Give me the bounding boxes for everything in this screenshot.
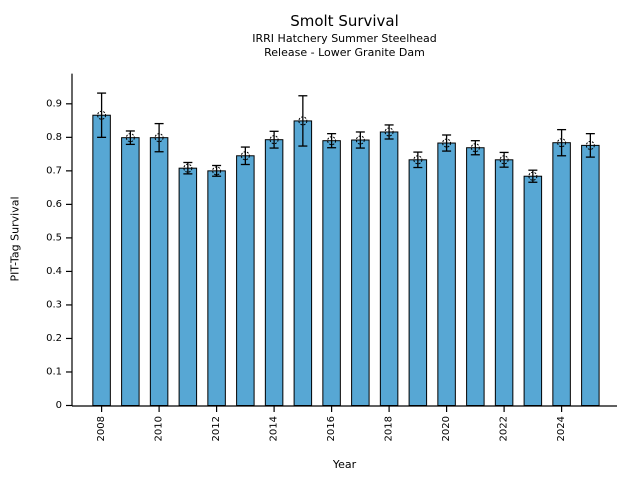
- data-point-marker: [384, 127, 394, 137]
- x-tick-label: 2010: [154, 416, 165, 441]
- bar: [264, 139, 284, 406]
- x-tick-label: 2008: [96, 416, 107, 441]
- y-tick-label: 0.8: [46, 132, 62, 143]
- x-tick-label: 2024: [556, 416, 567, 441]
- x-axis-label: Year: [332, 458, 357, 471]
- chart-subtitle-line1: IRRI Hatchery Summer Steelhead: [252, 32, 437, 45]
- data-point-marker: [327, 136, 337, 146]
- bar: [408, 159, 428, 406]
- bar: [494, 159, 514, 406]
- bar: [351, 139, 370, 406]
- data-point-marker: [298, 116, 308, 126]
- data-point-marker: [442, 138, 452, 148]
- chart-subtitle-line2: Release - Lower Granite Dam: [264, 46, 425, 59]
- data-point-marker: [413, 155, 423, 165]
- data-point-marker: [269, 135, 279, 145]
- y-tick-label: 0: [56, 400, 62, 411]
- bar: [207, 170, 226, 406]
- y-tick-label: 0.2: [46, 333, 62, 344]
- bar: [581, 144, 600, 406]
- bar: [149, 137, 169, 406]
- bar: [236, 155, 255, 406]
- bar: [437, 142, 456, 407]
- data-point-marker: [470, 143, 480, 153]
- bar: [178, 167, 198, 406]
- data-point-marker: [240, 151, 250, 161]
- data-point-marker: [125, 133, 135, 143]
- data-point-marker: [528, 171, 538, 181]
- bar: [552, 142, 571, 407]
- bar: [293, 120, 313, 407]
- x-tick-label: 2018: [384, 416, 395, 441]
- x-tick-label: 2016: [326, 416, 337, 441]
- bar: [92, 114, 111, 406]
- x-tick-label: 2012: [211, 416, 222, 441]
- data-point-marker: [97, 110, 107, 120]
- y-tick-label: 0.4: [46, 266, 62, 277]
- bar: [121, 137, 140, 406]
- bar: [322, 140, 341, 407]
- data-point-marker: [499, 155, 509, 165]
- data-point-marker: [585, 140, 595, 150]
- y-tick-label: 0.7: [46, 165, 62, 176]
- data-point-marker: [212, 166, 222, 176]
- y-tick-label: 0.3: [46, 299, 62, 310]
- x-tick-label: 2020: [441, 416, 452, 441]
- x-tick-label: 2022: [499, 416, 510, 441]
- data-point-marker: [557, 138, 567, 148]
- y-tick-label: 0.9: [46, 98, 62, 109]
- y-tick-label: 0.6: [46, 199, 62, 210]
- x-tick-label: 2014: [269, 416, 280, 441]
- data-point-marker: [154, 133, 164, 143]
- data-point-marker: [183, 163, 193, 173]
- data-point-marker: [355, 135, 365, 145]
- bar: [523, 175, 543, 406]
- y-tick-label: 0.1: [46, 366, 62, 377]
- bar: [466, 147, 485, 406]
- chart-title: Smolt Survival: [290, 12, 399, 30]
- bar: [379, 131, 399, 406]
- y-tick-label: 0.5: [46, 232, 62, 243]
